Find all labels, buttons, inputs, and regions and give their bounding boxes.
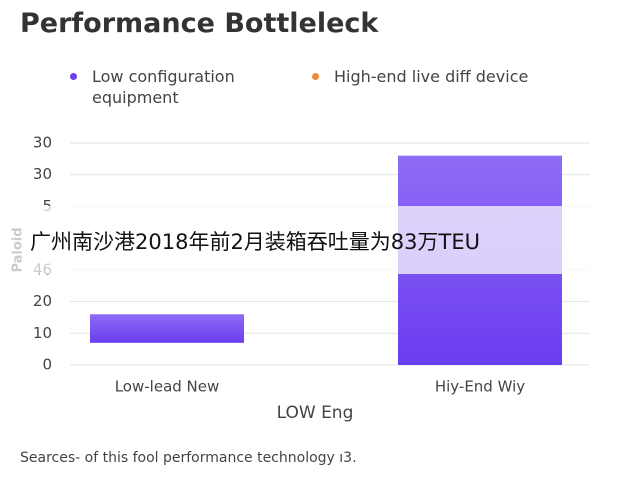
legend-dot: [70, 73, 77, 80]
legend-item: Low configuration equipment: [70, 66, 300, 108]
x-axis-label: LOW Eng: [277, 403, 354, 423]
x-tick-label: Hiy-End Wiy: [435, 378, 525, 396]
legend-label: Low configuration equipment: [92, 67, 235, 107]
overlay-banner: [0, 206, 640, 274]
y-tick-label: 20: [33, 292, 52, 310]
overlay-text: 广州南沙港2018年前2月装箱吞吐量为83万TEU: [30, 230, 480, 254]
y-tick-label: 30: [33, 134, 52, 152]
chart-title: Performance Bottleleck: [20, 8, 379, 39]
x-tick-label: Low-lead New: [115, 378, 220, 396]
legend-dot: [312, 73, 319, 80]
legend-label: High-end live diff device: [334, 67, 529, 86]
y-tick-label: 5: [42, 197, 52, 215]
y-tick-label: 30: [33, 165, 52, 183]
bar: [90, 314, 244, 343]
source-note: Searces- of this fool performance techno…: [20, 450, 357, 466]
y-tick-label: 10: [33, 324, 52, 342]
legend-item: High-end live diff device: [312, 66, 612, 87]
y-tick-label: 0: [42, 356, 52, 374]
